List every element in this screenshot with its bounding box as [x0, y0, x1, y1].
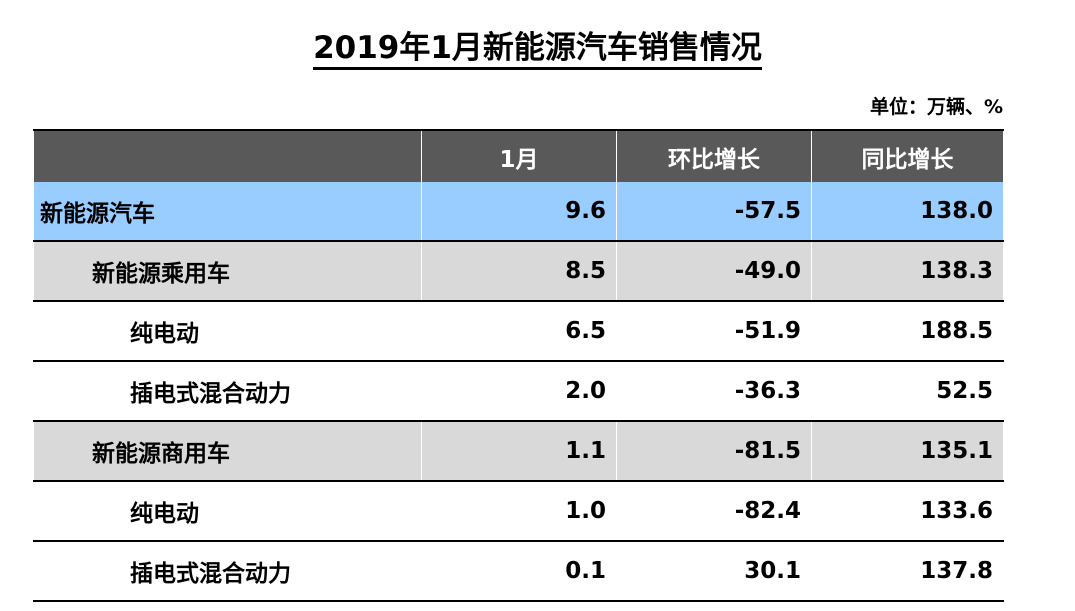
- cell-month: 9.6: [421, 182, 617, 242]
- row-label: 纯电动: [33, 481, 422, 542]
- sales-table: 1月 环比增长 同比增长 新能源汽车 9.6 -57.5 138.0 新能源乘用…: [33, 129, 1004, 602]
- cell-mom: -49.0: [616, 241, 812, 302]
- cell-yoy: 52.5: [811, 361, 1004, 422]
- table-row-commercial-phev: 插电式混合动力 0.1 30.1 137.8: [33, 541, 1004, 602]
- cell-yoy: 135.1: [811, 421, 1004, 482]
- header-yoy-growth: 同比增长: [811, 129, 1004, 182]
- table-row-commercial-bev: 纯电动 1.0 -82.4 133.6: [33, 481, 1004, 542]
- row-label: 新能源乘用车: [33, 241, 422, 302]
- row-label: 新能源商用车: [33, 421, 422, 482]
- table-header-row: 1月 环比增长 同比增长: [33, 129, 1004, 182]
- cell-mom: 30.1: [616, 541, 812, 602]
- cell-month: 0.1: [421, 541, 617, 602]
- cell-yoy: 138.0: [811, 182, 1004, 242]
- cell-month: 6.5: [421, 301, 617, 362]
- cell-month: 8.5: [421, 241, 617, 302]
- table-row-passenger-bev: 纯电动 6.5 -51.9 188.5: [33, 301, 1004, 362]
- page-title-text: 2019年1月新能源汽车销售情况: [313, 30, 762, 70]
- cell-yoy: 138.3: [811, 241, 1004, 302]
- unit-label: 单位：万辆、%: [869, 96, 1003, 118]
- cell-mom: -82.4: [616, 481, 812, 542]
- cell-mom: -57.5: [616, 182, 812, 242]
- page-title: 2019年1月新能源汽车销售情况: [0, 26, 1075, 70]
- cell-mom: -51.9: [616, 301, 812, 362]
- row-label: 纯电动: [33, 301, 422, 362]
- cell-month: 1.1: [421, 421, 617, 482]
- cell-yoy: 188.5: [811, 301, 1004, 362]
- table-row-commercial: 新能源商用车 1.1 -81.5 135.1: [33, 421, 1004, 482]
- table-row-passenger: 新能源乘用车 8.5 -49.0 138.3: [33, 241, 1004, 302]
- cell-month: 1.0: [421, 481, 617, 542]
- cell-mom: -36.3: [616, 361, 812, 422]
- table-row-passenger-phev: 插电式混合动力 2.0 -36.3 52.5: [33, 361, 1004, 422]
- row-label: 插电式混合动力: [33, 541, 422, 602]
- row-label: 新能源汽车: [33, 182, 422, 242]
- cell-yoy: 137.8: [811, 541, 1004, 602]
- cell-month: 2.0: [421, 361, 617, 422]
- table-row-total: 新能源汽车 9.6 -57.5 138.0: [33, 182, 1004, 242]
- header-category: [33, 129, 422, 182]
- header-month: 1月: [421, 129, 617, 182]
- cell-yoy: 133.6: [811, 481, 1004, 542]
- cell-mom: -81.5: [616, 421, 812, 482]
- row-label: 插电式混合动力: [33, 361, 422, 422]
- header-mom-growth: 环比增长: [616, 129, 812, 182]
